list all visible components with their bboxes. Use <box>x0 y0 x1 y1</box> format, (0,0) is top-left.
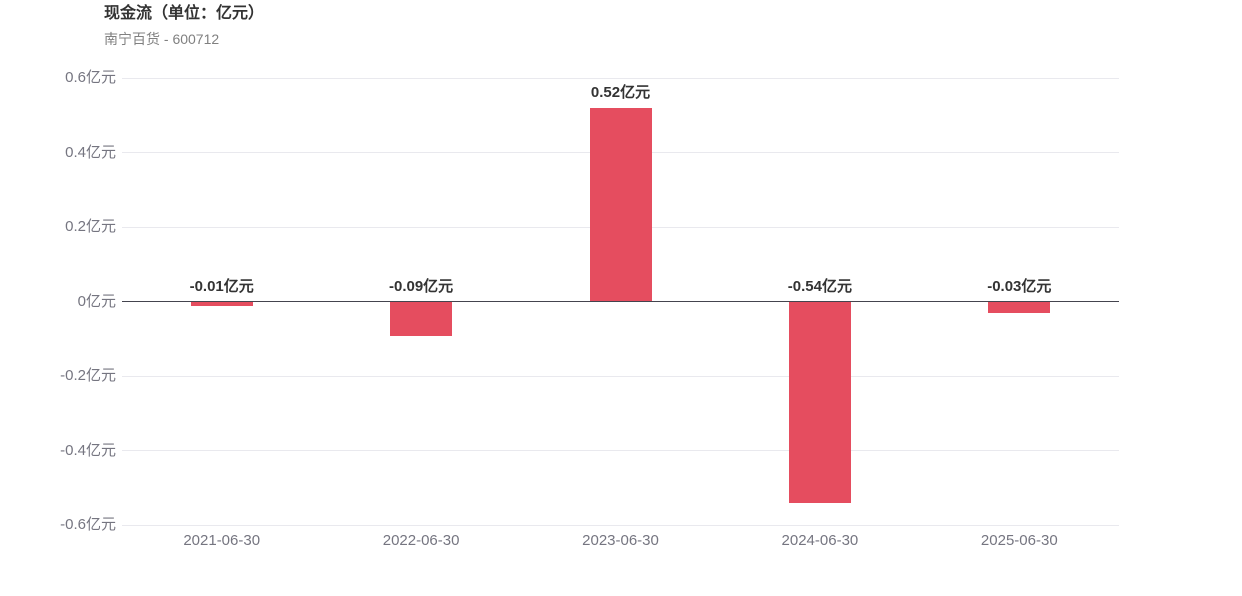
y-axis-tick-label: -0.6亿元 <box>60 516 116 533</box>
y-axis-tick-label: 0.4亿元 <box>65 143 116 161</box>
bar-value-label: -0.03亿元 <box>987 277 1052 295</box>
bar-2025-06-30[interactable] <box>988 302 1051 314</box>
gridline-y--0.2亿元 <box>122 375 1119 377</box>
x-axis-tick-label: 2025-06-30 <box>980 532 1058 549</box>
bar-value-label: 0.52亿元 <box>590 83 651 101</box>
bar-2021-06-30[interactable] <box>190 302 253 306</box>
y-axis-tick-label: 0.2亿元 <box>65 218 116 235</box>
bar-2023-06-30[interactable] <box>589 107 652 302</box>
x-axis-tick-label: 2023-06-30 <box>582 532 659 549</box>
bar-value-label: -0.09亿元 <box>388 277 454 295</box>
chart-subtitle: 南宁百货 - 600712 <box>104 31 220 47</box>
y-axis-tick-label: -0.4亿元 <box>60 441 116 459</box>
gridline-y--0.4亿元 <box>122 450 1119 451</box>
y-axis-tick-label: -0.2亿元 <box>60 367 116 384</box>
x-axis-tick-label: 2024-06-30 <box>781 532 859 549</box>
gridline-y-0.6亿元 <box>122 77 1119 79</box>
x-axis-tick-label: 2021-06-30 <box>183 532 261 549</box>
x-axis-tick-label: 2022-06-30 <box>382 532 460 549</box>
zero-axis-line <box>122 301 1119 302</box>
bar-2022-06-30[interactable] <box>390 302 453 336</box>
chart-title: 现金流（单位：亿元） <box>104 5 265 22</box>
y-axis-tick-label: 0亿元 <box>77 292 116 310</box>
gridline-y--0.6亿元 <box>122 524 1119 526</box>
bar-value-label: -0.01亿元 <box>189 277 254 295</box>
bar-value-label: -0.54亿元 <box>787 277 852 295</box>
bar-2024-06-30[interactable] <box>788 302 851 504</box>
y-axis-tick-label: 0.6亿元 <box>65 69 116 86</box>
